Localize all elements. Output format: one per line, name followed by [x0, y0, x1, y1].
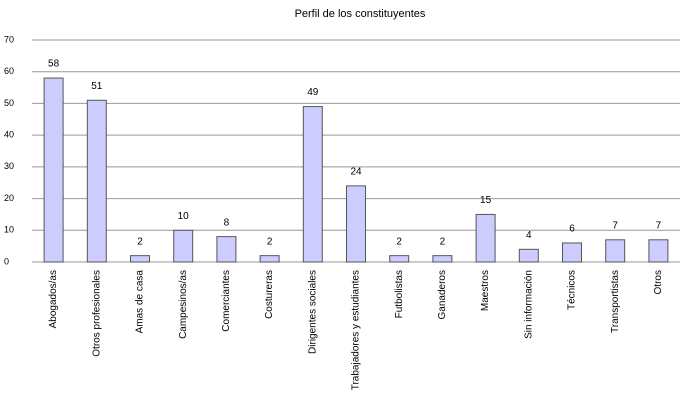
data-label: 49 — [307, 87, 319, 98]
x-tick-label: Maestros — [480, 270, 491, 311]
bar — [648, 239, 669, 263]
x-tick-label: Dirigentes sociales — [307, 270, 318, 354]
bar — [432, 255, 453, 263]
x-tick-label: Ganaderos — [437, 270, 448, 319]
y-tick-label: 60 — [4, 66, 14, 76]
bar — [43, 77, 64, 263]
x-tick-label: Futbolistas — [394, 270, 405, 318]
bar — [605, 239, 626, 263]
data-label: 24 — [350, 167, 362, 178]
x-tick-label: Costureras — [264, 270, 275, 319]
bar — [561, 242, 583, 263]
data-label: 7 — [656, 220, 662, 231]
bar — [518, 248, 539, 263]
x-tick-label: Técnicos — [567, 270, 578, 310]
x-tick-label: Trabajadores y estudiantes — [351, 270, 362, 390]
x-tick-label: Amas de casa — [135, 270, 146, 334]
y-tick-label: 10 — [4, 225, 14, 235]
x-tick-label: Comerciantes — [221, 270, 232, 332]
bar — [129, 255, 151, 263]
bar — [475, 213, 496, 263]
x-tick-label: Otros — [653, 270, 664, 294]
data-label: 2 — [267, 236, 273, 247]
data-label: 2 — [137, 236, 143, 247]
bar — [259, 255, 280, 263]
y-tick-label: 40 — [4, 130, 14, 140]
bar — [86, 99, 107, 263]
chart-title: Perfil de los constituyentes — [295, 8, 426, 20]
x-tick-label: Sin información — [523, 270, 534, 339]
data-label: 2 — [440, 236, 446, 247]
data-label: 2 — [396, 236, 402, 247]
bar — [389, 255, 410, 263]
bar — [173, 229, 194, 263]
y-tick-label: 0 — [4, 256, 9, 266]
data-label: 58 — [48, 59, 60, 70]
x-tick-label: Otros profesionales — [91, 270, 102, 357]
data-label: 51 — [91, 81, 103, 92]
x-tick-label: Transportistas — [610, 270, 621, 333]
bar — [302, 106, 323, 263]
data-label: 6 — [569, 224, 575, 235]
data-label: 10 — [178, 211, 190, 222]
y-tick-label: 30 — [4, 161, 14, 171]
bar — [345, 185, 367, 263]
y-tick-label: 50 — [4, 98, 14, 108]
y-tick-label: 20 — [4, 193, 14, 203]
data-label: 8 — [224, 217, 230, 228]
x-tick-label: Campesinos/as — [178, 270, 189, 339]
y-tick-label: 70 — [4, 34, 14, 44]
bar — [216, 236, 237, 263]
x-tick-label: Abogados/as — [48, 270, 59, 328]
data-label: 7 — [612, 220, 618, 231]
data-label: 4 — [526, 230, 532, 241]
data-label: 15 — [480, 195, 492, 206]
